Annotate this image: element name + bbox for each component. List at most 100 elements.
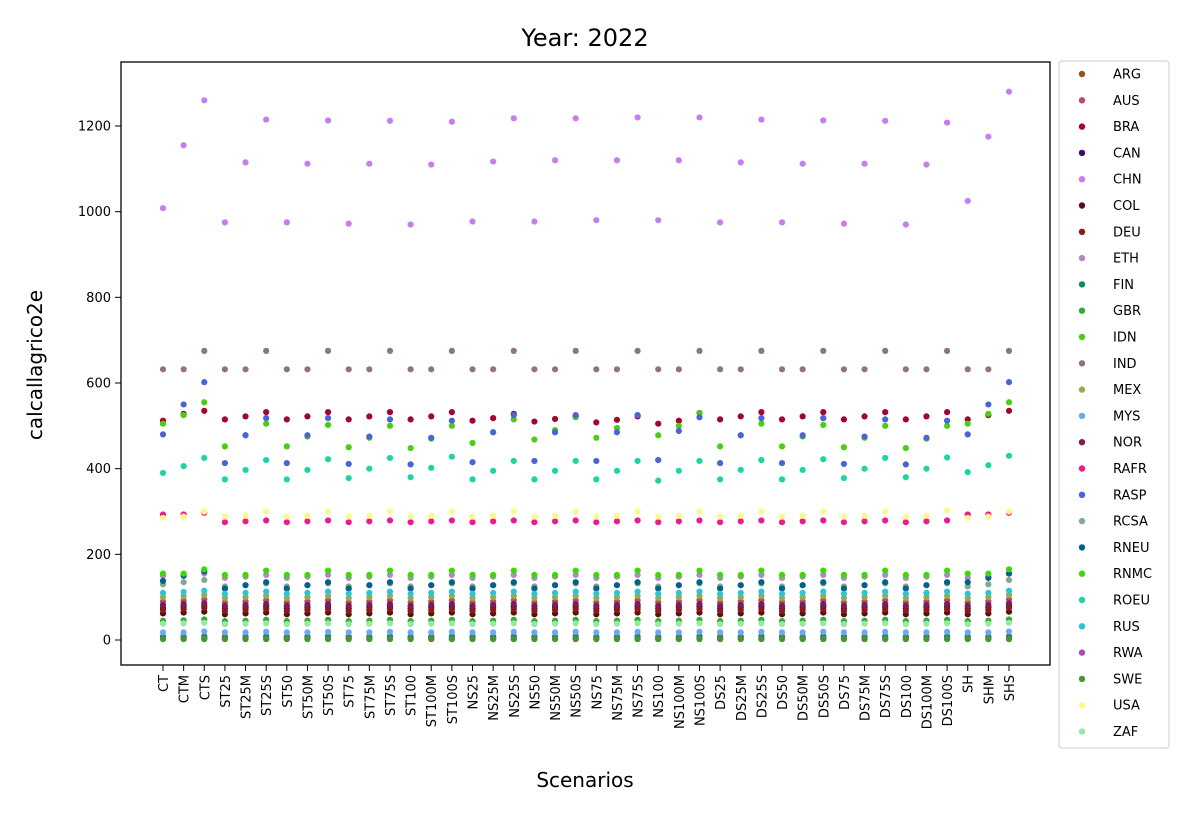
data-point [180,593,187,600]
data-point [1005,587,1013,594]
data-point [861,601,868,608]
data-point [448,508,455,515]
data-point [593,607,600,614]
data-point [985,589,992,596]
data-point [675,518,682,525]
data-point [386,409,394,416]
data-point [882,592,889,599]
data-point [861,465,868,472]
data-point [531,366,538,373]
data-point [799,629,806,636]
data-point [820,592,827,599]
data-point [428,366,435,373]
data-point [696,414,703,421]
data-point [758,620,765,627]
data-point [655,420,662,427]
x-tick-label: SHM [982,675,997,704]
data-point [840,513,848,520]
data-point [324,517,332,524]
data-point [510,628,517,635]
data-point [634,508,641,515]
data-point [593,594,600,602]
y-axis: 0 200 400 600 800 1000 1200 [78,120,121,649]
data-point [490,589,497,596]
data-point [531,607,538,614]
data-point [263,571,270,578]
data-point [861,589,868,596]
data-point [778,219,786,226]
x-tick-label: NS25S [508,675,523,718]
data-point [510,567,517,574]
data-point [159,366,167,373]
data-point [613,582,621,589]
data-point [902,636,909,643]
data-point [551,571,559,578]
data-point [242,629,249,636]
data-point [964,621,971,628]
data-point [985,581,992,588]
data-point [882,347,889,354]
data-point [634,114,641,121]
x-tick-label: CT [157,675,172,692]
data-point [283,636,290,643]
data-point [737,432,744,439]
data-point [985,462,992,469]
data-point [655,519,662,526]
data-point [531,218,538,225]
x-axis-label: Scenarios [536,768,633,792]
data-point [159,577,167,584]
data-point [923,582,930,589]
data-point [324,456,332,463]
data-point [366,433,373,440]
legend-marker [1078,228,1086,235]
data-point [799,594,806,601]
data-point [283,571,290,578]
data-point [799,582,806,589]
data-point [366,636,373,643]
data-point [923,518,930,525]
legend-label: SWE [1113,672,1142,687]
data-point [758,600,765,608]
x-tick-label: NS75M [611,675,626,721]
y-tick-label: 600 [86,377,111,392]
data-point [304,606,311,614]
data-point [675,589,682,596]
x-tick-label: ST25M [240,675,255,719]
x-tick-label: DS25M [735,675,750,721]
legend-label: RASP [1113,488,1147,503]
data-point [180,412,187,419]
data-point [159,620,167,627]
data-point [1005,604,1013,611]
data-point [593,419,600,426]
data-point [551,467,559,474]
data-point [469,519,476,526]
data-point [902,366,909,373]
data-point [1005,600,1013,607]
data-point [799,571,806,578]
data-point [861,606,868,614]
data-point [943,579,951,586]
data-point [386,592,394,599]
data-point [428,512,435,519]
data-point [407,602,414,609]
data-point [655,457,662,464]
data-point [242,466,249,474]
data-point [572,115,579,122]
data-point [283,621,290,628]
data-point [283,476,290,483]
data-point [861,636,868,643]
data-point [283,602,290,609]
data-point [510,620,517,627]
data-point [366,571,373,578]
data-point [345,629,352,636]
data-point [428,518,435,525]
data-point [242,582,249,589]
y-tick-label: 400 [86,462,111,477]
data-point [407,585,414,592]
series-deu [159,604,1013,614]
data-point [201,628,208,635]
legend-marker [1078,386,1086,393]
legend-marker [1078,360,1086,367]
data-point [469,621,476,628]
data-point [655,594,662,602]
